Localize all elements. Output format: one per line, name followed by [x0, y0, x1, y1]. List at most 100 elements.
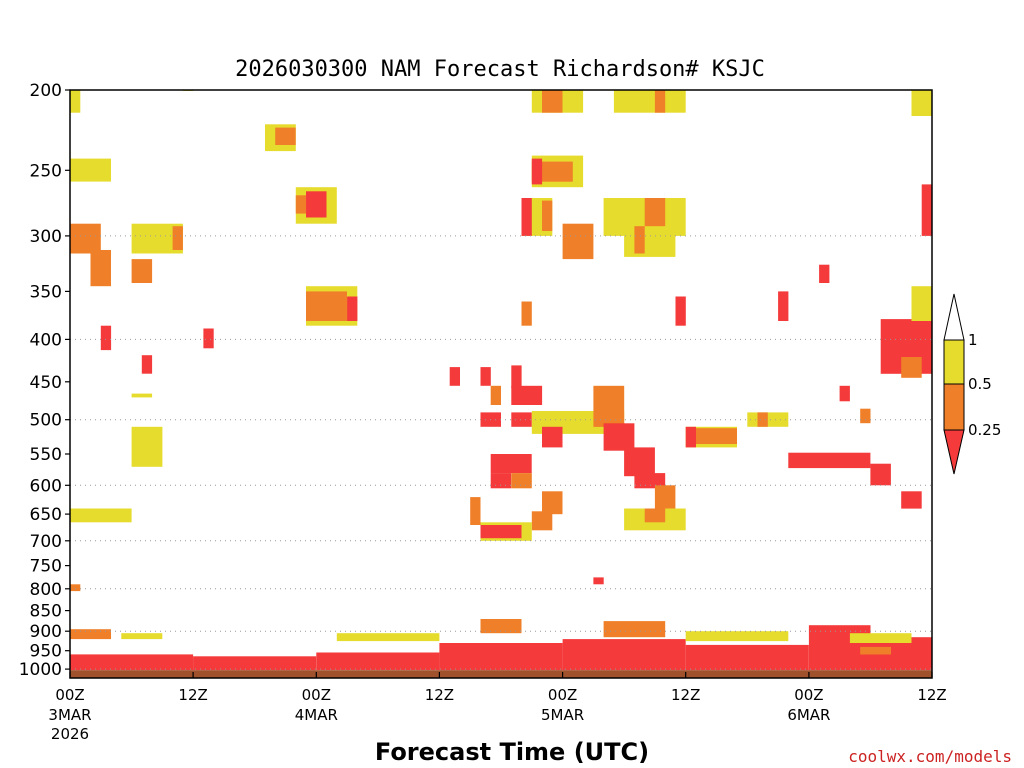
y-tick-label: 250 [30, 161, 62, 181]
heatmap-cell [131, 259, 153, 283]
heatmap-cell [172, 226, 183, 250]
x-tick-label: 12Z [178, 686, 207, 704]
y-tick-label: 650 [30, 505, 62, 525]
heatmap-cell [121, 633, 163, 640]
heatmap-cell [542, 90, 563, 113]
heatmap-cell [70, 223, 101, 254]
y-tick-label: 400 [30, 330, 62, 350]
heatmap-cell [141, 355, 153, 374]
heatmap-cell [654, 90, 666, 113]
heatmap-cell [131, 393, 153, 398]
y-tick-label: 500 [30, 411, 62, 431]
heatmap-cell [490, 454, 532, 474]
heatmap-cell [901, 357, 922, 378]
heatmap-cell [542, 491, 563, 515]
heatmap-cell [860, 408, 871, 424]
x-axis-label: Forecast Time (UTC) [375, 738, 649, 766]
y-tick-label: 450 [30, 373, 62, 393]
heatmap-cell [480, 367, 491, 386]
heatmap-cell [675, 296, 686, 326]
heatmap-cell [624, 447, 655, 477]
y-tick-label: 900 [30, 622, 62, 642]
heatmap-cell [70, 654, 194, 671]
heatmap-cell [788, 452, 871, 469]
credit-text: coolwx.com/models [848, 747, 1012, 766]
heatmap-cell [449, 367, 460, 386]
heatmap-cell [685, 644, 809, 671]
legend-arrow-bottom [943, 429, 965, 475]
heatmap-cell [644, 198, 666, 232]
heatmap-cell [316, 652, 440, 671]
ground-layer [70, 670, 932, 678]
heatmap-cell [480, 619, 522, 634]
y-tick-label: 1000 [19, 660, 62, 680]
heatmap-cell [439, 643, 563, 671]
legend-swatch [943, 383, 965, 431]
heatmap-cell [521, 301, 532, 326]
y-tick-label: 350 [30, 282, 62, 302]
plot-frame [69, 89, 933, 679]
heatmap-cell [347, 296, 358, 321]
heatmap-cell [193, 656, 317, 671]
heatmap-cell [613, 90, 686, 113]
heatmap-cell [911, 286, 932, 321]
heatmap-cell [336, 633, 440, 642]
colorbar-legend: 1 0.5 0.25 [943, 293, 1001, 475]
y-tick-label: 950 [30, 642, 62, 662]
heatmap-cell [911, 90, 932, 116]
heatmap-cell [634, 226, 645, 254]
heatmap-cell [100, 325, 112, 351]
heatmap-cell [131, 426, 163, 467]
heatmap-cell [70, 158, 111, 182]
heatmap-cell [778, 291, 789, 321]
heatmap-cell [870, 463, 891, 486]
heatmap-cell [521, 198, 532, 236]
heatmap-cell [275, 127, 296, 145]
heatmap-cell [839, 385, 850, 402]
chart-title: 2026030300 NAM Forecast Richardson# KSJC [235, 57, 765, 82]
heatmap-cell [860, 646, 891, 655]
heatmap-cell [849, 633, 912, 643]
heatmap-cell [542, 426, 563, 448]
heatmap-cell [562, 223, 594, 260]
heatmap-cell [685, 631, 789, 642]
heatmap-cell [644, 508, 666, 523]
heatmap-cell [696, 428, 737, 444]
x-tick-label: 12Z [425, 686, 454, 704]
y-axis: 200 250 300 350 400 450 500 550 600 650 700 750 8008… [19, 81, 70, 680]
heatmap-cell [511, 412, 532, 427]
heatmap-cell [90, 250, 111, 287]
y-tick-label: 600 [30, 476, 62, 496]
heatmap-cell [562, 639, 686, 671]
heatmap-cell [593, 577, 604, 585]
heatmap-cell [70, 508, 132, 523]
legend-label: 0.5 [968, 375, 992, 393]
heatmap-cell [490, 385, 501, 405]
heatmap-cell [819, 264, 830, 283]
heatmap-cell [531, 511, 553, 531]
x-tick-label: 6MAR [787, 706, 830, 724]
heatmap-cell [295, 195, 307, 214]
heatmap-cell [757, 412, 768, 427]
heatmap-cell [306, 191, 327, 218]
y-tick-label: 800 [30, 580, 62, 600]
y-tick-label: 750 [30, 557, 62, 577]
heatmap-cell [306, 291, 347, 321]
y-tick-label: 300 [30, 227, 62, 247]
legend-swatch [943, 339, 965, 385]
heatmap-cell [70, 584, 81, 592]
heatmap-cell [490, 473, 512, 489]
heatmap-cell [901, 491, 922, 509]
y-tick-label: 550 [30, 445, 62, 465]
heatmap-cell [511, 385, 543, 405]
heatmap-cell [593, 385, 625, 427]
x-tick-label: 3MAR [48, 706, 91, 724]
y-tick-label: 850 [30, 602, 62, 622]
heatmap-cell [603, 621, 666, 638]
x-tick-label: 4MAR [295, 706, 338, 724]
x-tick-label: 00Z [794, 686, 823, 704]
heatmap-cell [70, 90, 81, 113]
x-tick-label: 00Z [55, 686, 84, 704]
x-tick-label: 00Z [302, 686, 331, 704]
